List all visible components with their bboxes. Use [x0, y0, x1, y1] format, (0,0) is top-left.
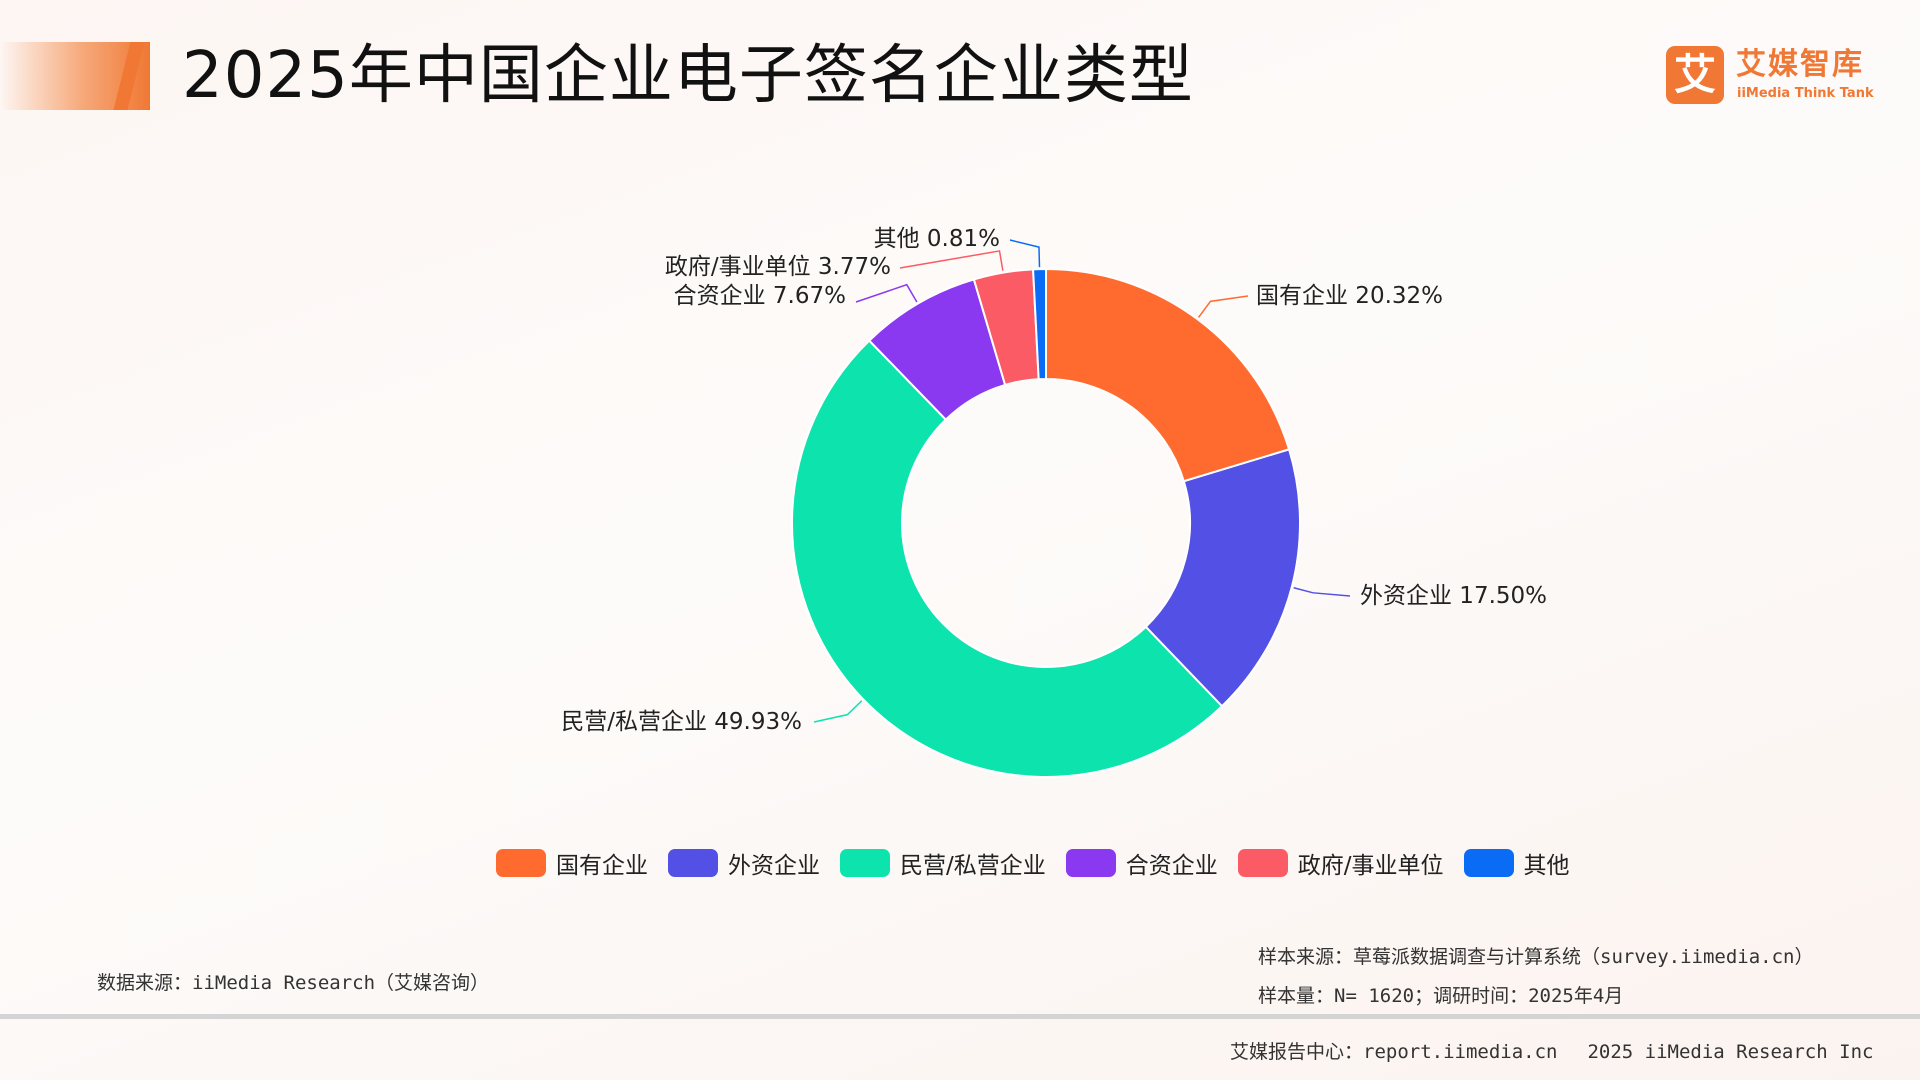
- donut-slice[interactable]: [1045, 267, 1291, 483]
- slice-label: 民营/私营企业 49.93%: [561, 709, 802, 735]
- logo-mark-icon: 艾: [1666, 46, 1724, 104]
- legend-swatch: [668, 849, 718, 877]
- page-title: 2025年中国企业电子签名企业类型: [182, 39, 1194, 113]
- sample-size-note: 样本量：N= 1620；调研时间：2025年4月: [1258, 985, 1624, 1007]
- data-source-note: 数据来源：iiMedia Research（艾媒咨询）: [97, 972, 490, 994]
- leader-line: [1009, 239, 1041, 268]
- leader-line: [899, 250, 1004, 271]
- legend-swatch: [496, 849, 546, 877]
- legend-item[interactable]: 其他: [1463, 846, 1570, 880]
- chart-slices: [790, 267, 1301, 779]
- leader-line: [855, 283, 918, 303]
- slice-label: 合资企业 7.67%: [674, 283, 846, 309]
- legend-swatch: [1237, 849, 1288, 877]
- leader-line: [813, 700, 863, 723]
- donut-slice[interactable]: [790, 339, 1224, 779]
- legend-label: 国有企业: [556, 853, 648, 879]
- footer-divider: [0, 1014, 1920, 1019]
- legend-item[interactable]: 民营/私营企业: [840, 846, 1046, 880]
- legend-label: 民营/私营企业: [900, 853, 1046, 879]
- legend-item[interactable]: 合资企业: [1065, 846, 1218, 880]
- legend-label: 外资企业: [728, 853, 820, 879]
- donut-slice[interactable]: [1032, 267, 1047, 381]
- slice-label: 外资企业 17.50%: [1360, 583, 1547, 609]
- brand-logo: 艾 艾媒智库 iiMedia Think Tank: [1666, 46, 1876, 108]
- logo-name-en: iiMedia Think Tank: [1737, 86, 1874, 101]
- legend-item[interactable]: 国有企业: [496, 846, 648, 880]
- donut-slice[interactable]: [1144, 448, 1301, 708]
- leader-line: [1293, 587, 1351, 597]
- legend-label: 合资企业: [1125, 853, 1218, 879]
- logo-name-cn: 艾媒智库: [1736, 47, 1864, 82]
- legend-label: 其他: [1523, 853, 1570, 879]
- slice-label: 其他 0.81%: [874, 226, 1000, 252]
- slice-label: 国有企业 20.32%: [1256, 283, 1443, 309]
- chart-labels: 国有企业 20.32% 外资企业 17.50% 民营/私营企业 49.93% 合资企业…: [561, 226, 1547, 735]
- sample-source-note: 样本来源：草莓派数据调查与计算系统（survey.iimedia.cn）: [1258, 946, 1814, 968]
- legend-swatch: [1463, 849, 1514, 877]
- footer-copyright: 2025 iiMedia Research Inc: [1587, 1041, 1874, 1063]
- chart-legend: 国有企业 外资企业 民营/私营企业 合资企业 政府/事业单位 其他: [496, 845, 1590, 881]
- slice-label: 政府/事业单位 3.77%: [665, 254, 891, 280]
- leader-line: [1197, 295, 1249, 318]
- legend-label: 政府/事业单位: [1297, 853, 1444, 879]
- chart-leader-lines: [813, 239, 1351, 723]
- legend-item[interactable]: 外资企业: [668, 846, 820, 880]
- footer: 艾媒报告中心：report.iimedia.cn 2025 iiMedia Res…: [1230, 1037, 1903, 1064]
- footer-report-center: 艾媒报告中心：report.iimedia.cn: [1230, 1041, 1558, 1063]
- legend-item[interactable]: 政府/事业单位: [1237, 846, 1444, 880]
- legend-swatch: [840, 849, 890, 877]
- legend-swatch: [1065, 849, 1116, 877]
